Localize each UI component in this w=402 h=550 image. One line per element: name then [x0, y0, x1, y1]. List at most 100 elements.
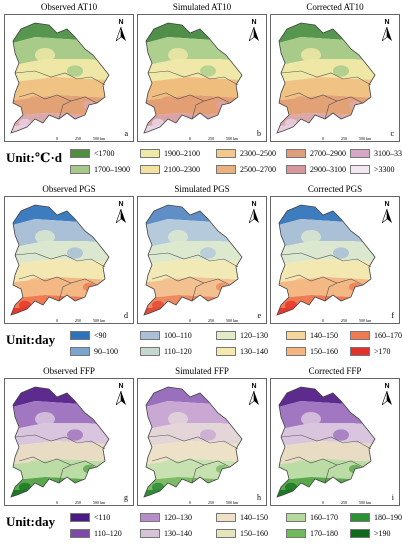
- legend-label: 150–160: [310, 347, 338, 356]
- province-border: [151, 456, 231, 468]
- legend-swatch: [350, 165, 370, 174]
- legend-swatch: [286, 149, 306, 158]
- map-patch: [285, 300, 297, 310]
- scale-tick: 500 km: [226, 500, 239, 505]
- legend-swatch: [286, 529, 306, 538]
- scale-tick: 0: [189, 136, 191, 141]
- legend-unit: Unit:day: [6, 514, 56, 529]
- map-frame: N 0 250 500 km e: [137, 196, 267, 324]
- province-border: [280, 70, 372, 86]
- scale-tick: 250: [208, 136, 214, 141]
- panel-title: Simulated FFP: [175, 366, 229, 376]
- legend-label: 2700–2900: [310, 149, 346, 158]
- legend-label: 1900–2100: [164, 149, 200, 158]
- region-outline: [10, 386, 110, 498]
- province-border: [58, 282, 72, 302]
- legend-swatch: [286, 513, 306, 522]
- scale-tick: 250: [341, 318, 347, 323]
- map-patch: [161, 278, 175, 288]
- map-patch: [200, 65, 216, 77]
- north-arrow-icon: N: [115, 19, 127, 41]
- map-panel: Corrected AT10 N 0 250 500 km c: [270, 2, 400, 142]
- scale-tick: 0: [322, 500, 324, 505]
- scale-tick: 0: [322, 136, 324, 141]
- legend-swatch: [140, 331, 160, 340]
- legend-label: >190: [374, 529, 391, 538]
- map-patch: [35, 230, 55, 244]
- region-map: [276, 22, 376, 134]
- map-frame: N 0 250 500 km f: [270, 196, 400, 324]
- panel-letter: g: [124, 493, 128, 502]
- legend-label: 100–110: [164, 331, 192, 340]
- legend: Unit:day <90 90–100 100–110 110–120 120–130 13…: [0, 326, 402, 364]
- legend-swatch: [140, 149, 160, 158]
- map-patch: [35, 412, 55, 426]
- region-outline: [143, 22, 243, 134]
- scale-tick: 500 km: [359, 318, 372, 323]
- legend-label: >3300: [374, 165, 395, 174]
- region-map: [143, 22, 243, 134]
- map-zone: [277, 489, 375, 497]
- map-patch: [333, 429, 349, 441]
- region-map: [10, 204, 110, 316]
- province-border: [191, 100, 205, 120]
- legend-label: 120–130: [240, 331, 268, 340]
- map-patch: [294, 96, 308, 106]
- legend-swatch: [286, 165, 306, 174]
- province-border: [151, 92, 231, 104]
- scale-tick: 250: [75, 500, 81, 505]
- legend-label: >170: [374, 347, 391, 356]
- province-border: [280, 434, 372, 450]
- map-frame: N 0 250 500 km d: [4, 196, 134, 324]
- legend-label: 170–180: [310, 529, 338, 538]
- scale-tick: 250: [208, 500, 214, 505]
- region-outline: [276, 386, 376, 498]
- scale-tick: 250: [341, 500, 347, 505]
- map-patch: [301, 412, 321, 426]
- panel-title: Corrected PGS: [307, 184, 363, 194]
- map-zone: [144, 125, 242, 133]
- map-patch: [28, 96, 42, 106]
- legend-swatch: [216, 149, 236, 158]
- legend-swatch: [350, 347, 370, 356]
- legend: Unit:℃·d <1700 1700–1900 1900–2100 2100–2300…: [0, 144, 402, 182]
- legend-swatch: [350, 331, 370, 340]
- province-border: [280, 252, 372, 268]
- panel-title: Corrected FFP: [308, 366, 362, 376]
- legend-label: 160–170: [310, 513, 338, 522]
- map-panel: Observed AT10 N 0 250 500 km a: [4, 2, 134, 142]
- legend-label: 140–150: [310, 331, 338, 340]
- map-zone: [11, 125, 109, 133]
- map-panel: Simulated FFP N 0 250 500 km h: [137, 366, 267, 506]
- scale-tick: 250: [341, 136, 347, 141]
- north-arrow-icon: N: [115, 201, 127, 223]
- map-patch: [285, 482, 297, 492]
- legend-swatch: [350, 149, 370, 158]
- map-patch: [285, 118, 297, 128]
- north-arrow-icon: N: [381, 19, 393, 41]
- scale-tick: 500 km: [93, 318, 106, 323]
- map-patch: [152, 482, 164, 492]
- legend-label: <1700: [94, 149, 115, 158]
- legend-label: 160–170: [374, 331, 402, 340]
- panel-title: Corrected AT10: [306, 2, 364, 12]
- map-patch: [301, 230, 321, 244]
- legend-label: 2500–2700: [240, 165, 276, 174]
- province-border: [18, 456, 98, 468]
- panel-title: Observed FFP: [43, 366, 95, 376]
- legend-swatch: [70, 165, 90, 174]
- scale-tick: 500 km: [93, 500, 106, 505]
- region-map: [10, 22, 110, 134]
- map-frame: N 0 250 500 km a: [4, 14, 134, 142]
- map-zone: [277, 307, 375, 315]
- panel-letter: i: [391, 493, 394, 502]
- scale-tick: 500 km: [226, 136, 239, 141]
- province-border: [191, 464, 205, 484]
- scale-tick: 500 km: [226, 318, 239, 323]
- scale-tick: 0: [56, 318, 58, 323]
- province-border: [284, 274, 364, 286]
- scale-tick: 250: [75, 136, 81, 141]
- scale-tick: 0: [189, 500, 191, 505]
- region-map: [276, 204, 376, 316]
- legend-swatch: [140, 347, 160, 356]
